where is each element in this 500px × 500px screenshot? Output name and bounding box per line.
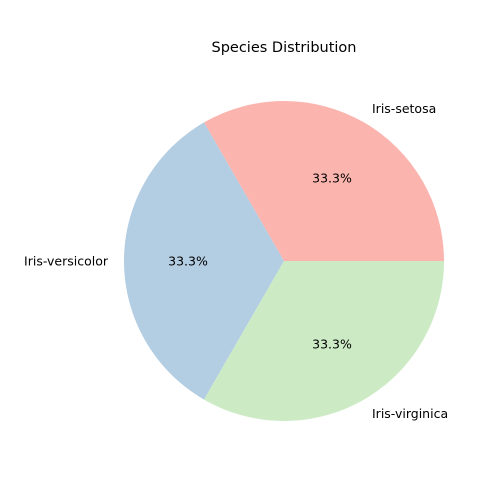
chart-title: Species Distribution bbox=[211, 40, 356, 56]
slice-label-iris-setosa: Iris-setosa bbox=[372, 101, 436, 116]
pie-slice-iris-virginica bbox=[204, 261, 444, 421]
pie-labels: Iris-setosa 33.3% Iris-versicolor 33.3% Iris… bbox=[24, 101, 448, 421]
percent-label-iris-virginica: 33.3% bbox=[312, 337, 352, 352]
percent-label-iris-setosa: 33.3% bbox=[312, 170, 352, 185]
slice-label-iris-versicolor: Iris-versicolor bbox=[24, 254, 109, 269]
slice-label-iris-virginica: Iris-virginica bbox=[372, 406, 448, 421]
pie-slice-iris-setosa bbox=[204, 100, 444, 261]
pie-slice-iris-versicolor bbox=[124, 122, 284, 400]
percent-label-iris-versicolor: 33.3% bbox=[168, 254, 208, 269]
pie-slices bbox=[124, 100, 444, 421]
